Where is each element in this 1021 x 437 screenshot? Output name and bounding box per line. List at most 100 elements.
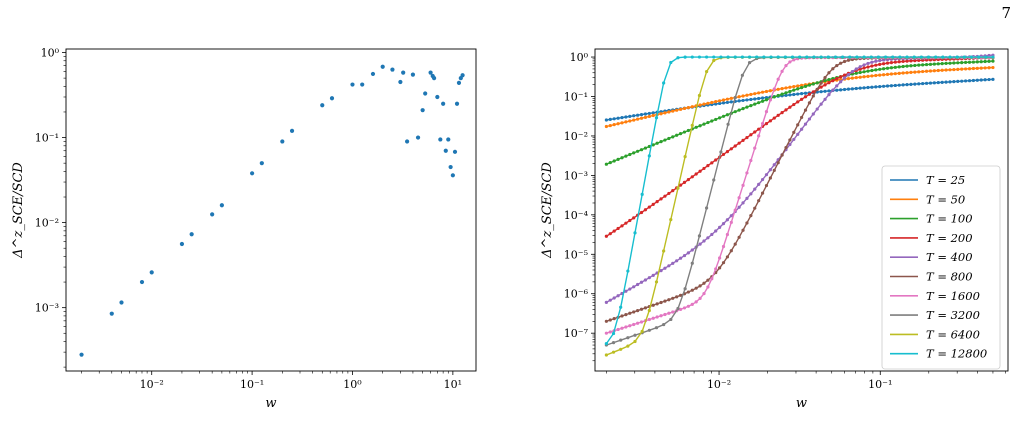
y-tick-label: 10⁻¹: [35, 132, 59, 145]
series-point: [624, 115, 628, 119]
series-point: [694, 286, 698, 290]
series-point: [676, 56, 680, 60]
series-point: [710, 161, 714, 165]
series-point: [878, 58, 882, 63]
y-tick-label: 10⁻¹: [564, 90, 588, 103]
series-point: [835, 63, 839, 68]
series-point: [633, 339, 637, 344]
series-point: [983, 59, 987, 64]
series-point: [784, 63, 788, 68]
series-point: [706, 236, 710, 240]
scatter-point: [179, 241, 185, 247]
series-point: [659, 300, 663, 305]
series-point: [889, 61, 894, 65]
legend-entry: T = 3200: [926, 308, 980, 322]
series-point: [876, 55, 881, 59]
series-point: [960, 67, 964, 71]
series-point: [733, 208, 737, 212]
series-point: [690, 105, 694, 109]
series-point: [823, 97, 827, 101]
series-point: [831, 88, 835, 92]
series-point: [866, 61, 870, 66]
series-point: [932, 62, 936, 66]
series-point: [725, 100, 730, 105]
series-point: [753, 146, 757, 150]
series-point: [772, 163, 776, 167]
series-point: [690, 175, 694, 179]
series-point: [909, 59, 913, 63]
series-point: [702, 291, 706, 296]
series-point: [796, 92, 800, 96]
series-point: [718, 266, 722, 270]
series-point: [647, 114, 651, 119]
series-point: [726, 122, 730, 126]
series-point: [632, 216, 636, 220]
series-point: [897, 60, 901, 64]
scatter-point: [441, 101, 446, 106]
series-point: [671, 296, 675, 300]
series-point: [901, 71, 905, 75]
series-point: [870, 68, 874, 73]
series-point: [858, 75, 862, 79]
series-point: [651, 113, 655, 118]
series-point: [803, 108, 808, 112]
series-point: [719, 150, 723, 154]
series-point: [827, 71, 831, 75]
series-point: [815, 87, 819, 91]
series-point: [659, 112, 663, 116]
series-point: [628, 324, 632, 328]
series-point: [815, 81, 819, 85]
series-point: [833, 55, 838, 59]
series-point: [712, 178, 716, 182]
series-point: [604, 319, 608, 323]
series-point: [632, 151, 636, 155]
series-point: [749, 214, 753, 218]
series-point: [698, 284, 702, 288]
series-point: [984, 55, 988, 59]
series-point: [604, 353, 608, 357]
series-point: [729, 214, 733, 218]
series-point: [854, 86, 858, 91]
series-point: [850, 70, 854, 74]
series-point: [745, 93, 749, 97]
series-point: [612, 159, 616, 163]
series-point: [671, 261, 675, 265]
series-point: [917, 70, 921, 74]
series-point: [960, 61, 964, 65]
scatter-point: [380, 64, 385, 69]
series-point: [913, 59, 917, 63]
series-point: [682, 306, 687, 310]
series-point: [862, 66, 866, 70]
series-point: [815, 107, 819, 111]
series-point: [729, 220, 733, 224]
scatter-point: [280, 139, 285, 144]
series-point: [901, 64, 905, 69]
series-point: [678, 107, 683, 111]
series-point: [745, 171, 749, 175]
series-point: [901, 59, 905, 64]
series-point: [854, 67, 858, 71]
series-point: [682, 130, 687, 134]
series-point: [710, 119, 714, 123]
series-point: [835, 88, 839, 92]
series-point: [792, 102, 796, 107]
series-point: [753, 97, 757, 101]
scatter-point: [415, 135, 421, 140]
series-point: [690, 248, 694, 252]
series-point: [651, 111, 655, 115]
series-point: [632, 310, 636, 314]
series-point: [675, 259, 679, 263]
series-point: [762, 55, 766, 59]
chart-1-axes: 10⁻² 10⁻¹ 10⁰ 10¹ 10⁻³ 10⁻² 10⁻¹ 10⁰ w Δ^z_SCE/SC…: [11, 47, 477, 411]
scatter-points: [79, 64, 465, 357]
series-point: [624, 120, 628, 124]
series-point: [826, 55, 830, 59]
series-point: [725, 218, 730, 222]
series-point: [683, 287, 687, 291]
series-point: [788, 93, 792, 97]
series-point: [987, 77, 991, 82]
series-point: [846, 87, 851, 91]
series-point: [898, 55, 902, 59]
series-point: [866, 69, 870, 73]
series-point: [698, 103, 702, 107]
